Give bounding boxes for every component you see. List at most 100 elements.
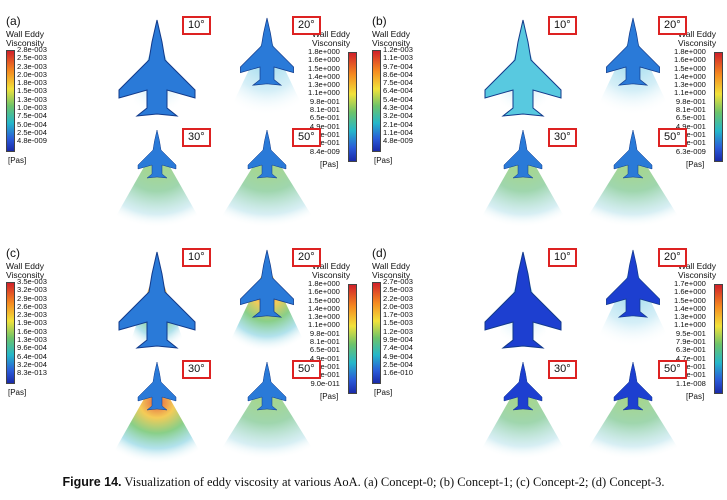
colorbar-unit: [Pas] (320, 391, 339, 401)
colorbar-tick-label: 4.9e-001 (675, 121, 706, 131)
colorbar-tick-label: 6.4e-004 (383, 86, 413, 96)
caption-label: Figure 14. (62, 475, 122, 489)
flow-visualization (102, 124, 212, 232)
aoa-label: 20° (658, 248, 687, 267)
colorbar-tick-label: 1.1e+000 (674, 88, 706, 98)
colorbar-tick-label: 2.0e-003 (17, 69, 47, 79)
colorbar-tick-label: 1.7e-003 (383, 310, 413, 320)
aircraft-icon (503, 361, 543, 411)
colorbar-tick-label: 6.3e-009 (675, 146, 706, 156)
colorbar-tick-label: 9.0e-011 (310, 378, 340, 388)
aoa-label: 30° (548, 360, 577, 379)
colorbar-tick-label: 2.0e-003 (383, 301, 413, 311)
colorbar-unit: [Pas] (374, 387, 393, 397)
colorbar-tick-label: 1.3e+000 (308, 80, 340, 90)
colorbar-tick-label: 9.8e-001 (309, 328, 340, 338)
panel-a: (a) (0, 8, 360, 238)
eddy-viscosity-plume (473, 376, 573, 464)
aoa-label: 50° (658, 128, 687, 147)
colorbar-tick-label: 3.5e-003 (17, 277, 47, 286)
colorbar-title-line: Wall Eddy (372, 29, 410, 39)
colorbar-title-line: Wall Eddy (678, 261, 716, 271)
colorbar-tick-label: 2.3e-003 (17, 310, 47, 320)
aircraft-icon (484, 251, 562, 349)
colorbar-tick-label: 1.8e+000 (308, 279, 340, 288)
colorbar-title-line: Visconsity (372, 38, 411, 48)
colorbar-tick-label: 1.3e+000 (674, 80, 706, 90)
aircraft-icon (118, 251, 196, 349)
colorbar-left (6, 50, 15, 152)
colorbar-tick-label: 1.5e+000 (308, 295, 340, 305)
flow-visualization (578, 356, 688, 464)
colorbar-tick-label: 5.4e-004 (383, 94, 413, 104)
colorbar-tick-label: 2.2e-003 (383, 293, 413, 303)
colorbar-tick-label: 4.9e-001 (309, 353, 340, 363)
flow-visualization (468, 244, 578, 352)
colorbar-left-ticks: 2.7e-003 2.5e-003 2.2e-003 2.0e-003 1.7e-003… (383, 277, 413, 378)
colorbar-tick-label: 7.5e-004 (383, 78, 413, 88)
colorbar-tick-label: 6.5e-001 (675, 113, 706, 123)
colorbar-tick-label: 1.4e+000 (674, 71, 706, 81)
colorbar-unit: [Pas] (374, 155, 393, 165)
colorbar-tick-label: 7.5e-004 (17, 111, 47, 121)
colorbar-title-line: Wall Eddy (312, 29, 350, 39)
colorbar-tick-label: 8.1e-001 (309, 337, 340, 347)
eddy-viscosity-plume (578, 376, 688, 464)
colorbar-tick-label: 9.9e-004 (383, 335, 413, 345)
colorbar-left-ticks: 1.2e-003 1.1e-003 9.7e-004 8.6e-004 7.5e-004… (383, 45, 413, 146)
aircraft-icon (137, 129, 177, 179)
colorbar-tick-label: 2.8e-003 (17, 45, 47, 54)
colorbar-title-line: Visconsity (678, 38, 717, 48)
colorbar-tick-label: 2.5e-003 (383, 285, 413, 295)
colorbar-tick-label: 2.3e-003 (17, 61, 47, 71)
colorbar-tick-label: 3.2e-003 (17, 285, 47, 295)
colorbar-tick-label: 3.2e-004 (17, 359, 47, 369)
colorbar-tick-label: 8.4e-009 (309, 146, 340, 156)
colorbar-tick-label: 1.1e-004 (383, 127, 413, 137)
colorbar-tick-label: 8.1e-001 (309, 105, 340, 115)
colorbar-title: Wall Eddy Visconsity (678, 262, 716, 280)
colorbar-tick-label: 1.5e+000 (674, 295, 706, 305)
eddy-viscosity-plume (107, 376, 207, 464)
colorbar-tick-label: 1.7e+000 (674, 279, 706, 288)
colorbar-tick-label: 8.1e-001 (675, 105, 706, 115)
colorbar-right (348, 284, 357, 394)
colorbar-title: Wall Eddy Visconsity (6, 30, 44, 48)
aoa-label: 10° (182, 248, 211, 267)
colorbar-tick-label: 1.0e-003 (17, 103, 47, 113)
colorbar-tick-label: 1.1e-003 (383, 53, 413, 63)
colorbar-tick-label: 4.8e-009 (17, 136, 47, 146)
colorbar-tick-label: 2.5e-004 (383, 359, 413, 369)
colorbar-tick-label: 1.5e-003 (17, 86, 47, 96)
flow-visualization (578, 12, 688, 120)
aircraft-icon (503, 129, 543, 179)
aoa-label: 50° (292, 360, 321, 379)
aoa-label: 20° (658, 16, 687, 35)
aircraft-icon (247, 129, 287, 179)
aircraft-icon (613, 129, 653, 179)
aoa-label: 10° (548, 16, 577, 35)
colorbar-title-line: Visconsity (312, 38, 351, 48)
colorbar-tick-label: 1.6e+000 (308, 287, 340, 297)
colorbar-title-line: Wall Eddy (372, 261, 410, 271)
colorbar-tick-label: 1.1e+000 (308, 88, 340, 98)
colorbar-tick-label: 6.5e-001 (309, 345, 340, 355)
aircraft-icon (240, 249, 294, 318)
colorbar-title-line: Visconsity (312, 270, 351, 280)
colorbar-tick-label: 4.3e-004 (383, 103, 413, 113)
colorbar-tick-label: 1.3e-003 (17, 335, 47, 345)
colorbar-tick-label: 4.7e-001 (675, 353, 706, 363)
colorbar-tick-label: 7.4e-004 (383, 343, 413, 353)
colorbar-tick-label: 1.4e+000 (674, 303, 706, 313)
aircraft-icon (613, 361, 653, 411)
flow-visualization (102, 356, 212, 464)
flow-visualization (212, 124, 322, 232)
flow-visualization (212, 12, 322, 120)
colorbar-tick-label: 9.6e-004 (17, 343, 47, 353)
colorbar-tick-label: 6.3e-001 (675, 345, 706, 355)
colorbar-tick-label: 9.5e-001 (675, 328, 706, 338)
colorbar-tick-label: 1.1e+000 (674, 320, 706, 330)
colorbar-title-line: Wall Eddy (6, 261, 44, 271)
colorbar-title: Wall Eddy Visconsity (372, 30, 410, 48)
aircraft-icon (137, 361, 177, 411)
